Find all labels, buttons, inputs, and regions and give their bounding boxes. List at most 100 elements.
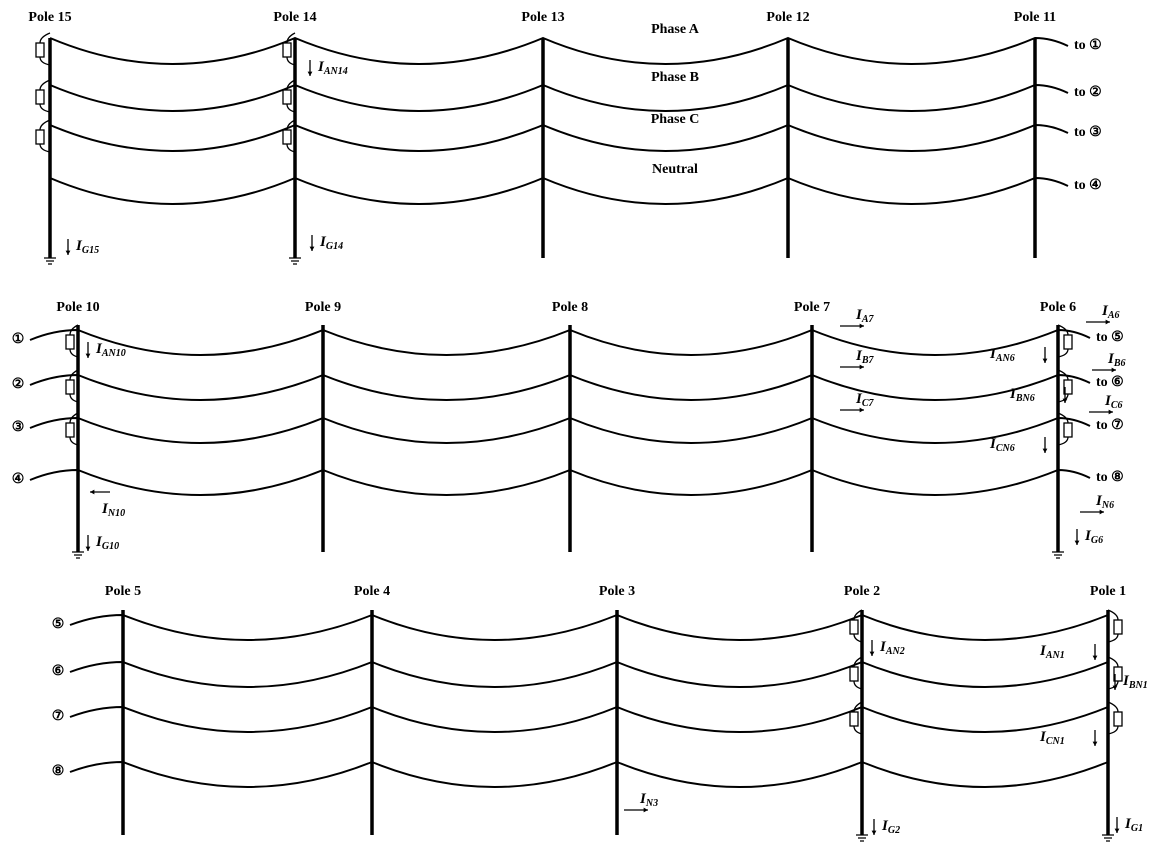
current-label: IA7 — [855, 307, 875, 325]
current-subscript: AN1 — [1045, 650, 1065, 661]
arrow-head — [1105, 319, 1110, 325]
current-subscript: BN6 — [1015, 393, 1035, 404]
pole-label: Pole 14 — [273, 10, 316, 25]
current-subscript: AN10 — [101, 348, 126, 359]
current-symbol: I — [989, 346, 997, 362]
current-symbol: I — [319, 234, 327, 250]
arrester-lead — [1107, 609, 1119, 643]
wire — [29, 328, 1091, 356]
arrester — [65, 334, 75, 350]
current-symbol: I — [317, 59, 325, 75]
arrow-head — [1042, 358, 1048, 363]
ground — [1102, 834, 1114, 842]
current-symbol: I — [75, 238, 83, 254]
arrow-head — [1099, 509, 1104, 515]
arrow-head — [1042, 448, 1048, 453]
arrester — [35, 42, 45, 58]
arrester — [1063, 422, 1073, 438]
current-label: IN10 — [101, 501, 125, 519]
arrester-lead — [853, 701, 863, 735]
pole-label: Pole 12 — [766, 10, 809, 25]
current-label: IB7 — [855, 348, 875, 366]
current-subscript: CN6 — [996, 443, 1015, 454]
current-label: ICN6 — [989, 436, 1015, 454]
current-subscript: G15 — [82, 245, 99, 256]
terminal-label: ⑤ — [52, 617, 65, 632]
arrow-head — [65, 250, 71, 255]
arrow-head — [1112, 685, 1118, 690]
arrester — [65, 422, 75, 438]
arrester-lead — [69, 412, 79, 446]
terminal-label: ⑧ — [52, 764, 65, 779]
current-symbol: I — [1124, 816, 1132, 832]
current-subscript: A6 — [1107, 310, 1120, 321]
terminal-label: ③ — [12, 420, 25, 435]
arrester-lead — [1107, 701, 1119, 735]
current-label: IAN2 — [879, 639, 905, 657]
current-subscript: N10 — [107, 508, 125, 519]
phase-label: Phase A — [651, 22, 700, 37]
terminal-label: to ⑥ — [1096, 375, 1124, 390]
pole-label: Pole 8 — [552, 300, 588, 315]
current-subscript: G10 — [102, 541, 119, 552]
current-symbol: I — [855, 391, 863, 407]
current-symbol: I — [1095, 493, 1103, 509]
arrow-head — [1074, 540, 1080, 545]
current-label: IBN1 — [1122, 673, 1148, 691]
terminal-label: to ⑦ — [1096, 418, 1124, 433]
current-symbol: I — [101, 501, 109, 517]
pole-label: Pole 10 — [56, 300, 99, 315]
arrow-head — [1114, 828, 1120, 833]
arrow-head — [1108, 409, 1113, 415]
arrester — [65, 379, 75, 395]
arrow-head — [309, 246, 315, 251]
arrow-head — [1111, 367, 1116, 373]
current-label: IC6 — [1104, 393, 1123, 411]
current-symbol: I — [1122, 673, 1130, 689]
wire — [69, 613, 1109, 641]
current-label: IN3 — [639, 791, 658, 809]
current-symbol: I — [855, 348, 863, 364]
wire — [69, 660, 1109, 688]
current-subscript: N6 — [1101, 500, 1114, 511]
pole-label: Pole 9 — [305, 300, 341, 315]
pole-label: Pole 7 — [794, 300, 830, 315]
pole-label: Pole 4 — [354, 584, 390, 599]
current-label: IA6 — [1101, 303, 1120, 321]
arrow-head — [859, 407, 864, 413]
terminal-label: ⑦ — [52, 709, 65, 724]
phase-label: Phase B — [651, 70, 699, 85]
arrow-head — [869, 651, 875, 656]
arrester-lead — [286, 119, 296, 153]
arrester — [849, 711, 859, 727]
current-symbol: I — [639, 791, 647, 807]
pole-label: Pole 15 — [28, 10, 71, 25]
ground — [1052, 551, 1064, 559]
pole-label: Pole 11 — [1014, 10, 1056, 25]
terminal-label: ⑥ — [52, 664, 65, 679]
terminal-label: ② — [12, 377, 25, 392]
arrow-head — [85, 546, 91, 551]
current-subscript: C6 — [1111, 400, 1123, 411]
current-symbol: I — [1104, 393, 1112, 409]
arrow-head — [90, 489, 95, 495]
arrow-head — [859, 364, 864, 370]
arrester — [849, 666, 859, 682]
arrow-head — [85, 353, 91, 358]
current-label: IG15 — [75, 238, 99, 256]
arrester — [282, 89, 292, 105]
current-subscript: AN6 — [995, 353, 1015, 364]
current-symbol: I — [1101, 303, 1109, 319]
current-label: IG2 — [881, 818, 900, 836]
current-label: IG1 — [1124, 816, 1143, 834]
terminal-label: to ④ — [1074, 178, 1102, 193]
arrester-lead — [853, 609, 863, 643]
current-subscript: A7 — [861, 314, 875, 325]
current-subscript: B7 — [861, 355, 875, 366]
ground — [856, 834, 868, 842]
arrester — [849, 619, 859, 635]
wire — [49, 83, 1069, 112]
arrester-lead — [39, 32, 51, 66]
arrow-head — [1062, 398, 1068, 403]
